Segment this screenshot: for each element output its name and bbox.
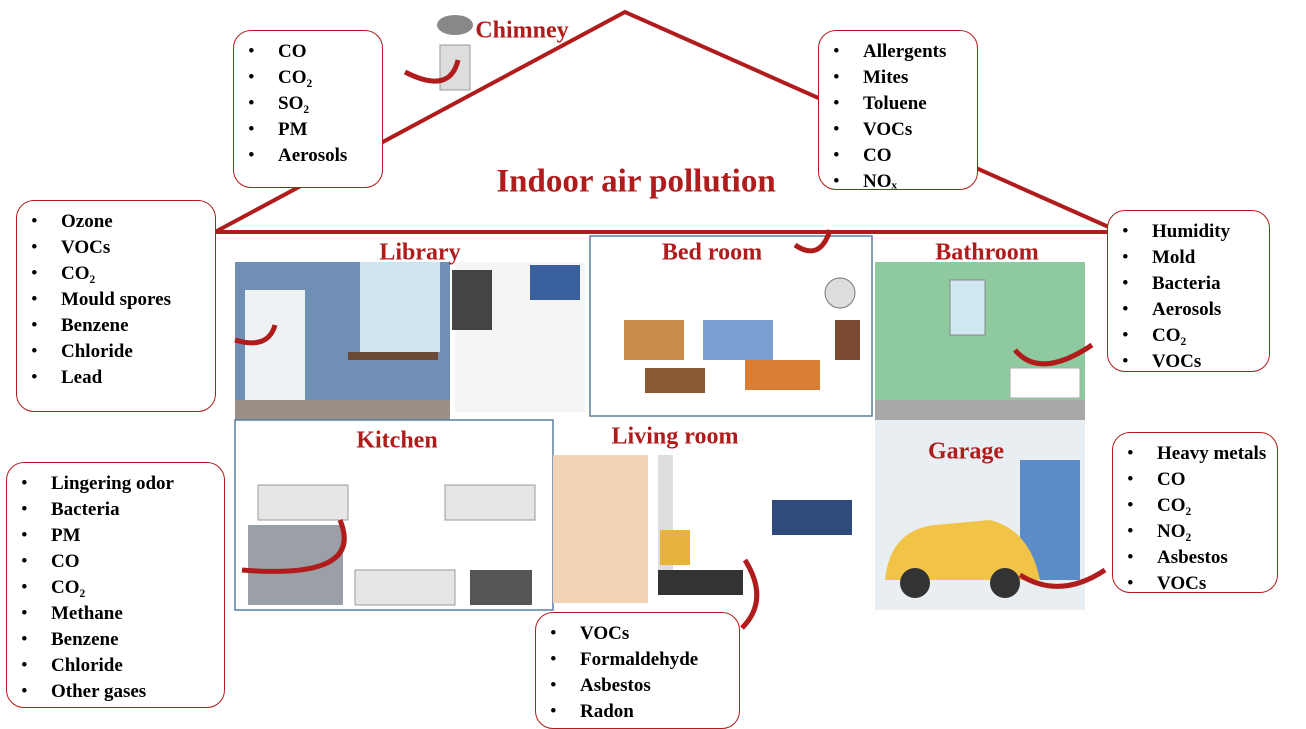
pollutant-box: Lingering odorBacteriaPMCOCO₂MethaneBenz…	[6, 462, 225, 708]
pollutant-box: Heavy metalsCOCO₂NO₂AsbestosVOCs	[1112, 432, 1278, 593]
pollutant: CO₂	[1127, 493, 1269, 519]
pollutant: Asbestos	[1127, 545, 1269, 571]
pollutant: VOCs	[833, 117, 969, 143]
sofa	[645, 368, 705, 393]
title: Indoor air pollution	[496, 164, 775, 201]
smoke	[437, 15, 473, 35]
people	[553, 455, 648, 603]
arrow	[742, 560, 757, 628]
pollutant: VOCs	[31, 235, 207, 261]
cabinet	[624, 320, 684, 360]
room-label: Garage	[928, 439, 1004, 466]
pollutant: SO₂	[248, 91, 374, 117]
pollutant: Other gases	[21, 679, 216, 705]
pollutant: Benzene	[21, 627, 216, 653]
pollutant: VOCs	[1127, 571, 1269, 597]
pollutant: Heavy metals	[1127, 441, 1269, 467]
pollutant: Lingering odor	[21, 471, 216, 497]
pollutant-box: AllergentsMitesTolueneVOCsCONOₓ	[818, 30, 978, 190]
oven	[470, 570, 532, 605]
tv-stand	[658, 570, 743, 595]
room-label: Chimney	[475, 18, 568, 45]
counter	[355, 570, 455, 605]
room-label: Living room	[612, 424, 739, 451]
pollutant: PM	[21, 523, 216, 549]
pollutant: Ozone	[31, 209, 207, 235]
armchair	[660, 530, 690, 565]
picnic-table	[745, 360, 820, 390]
pollutant: Allergents	[833, 39, 969, 65]
pollutant: CO	[248, 39, 374, 65]
pollutant-box: VOCsFormaldehydeAsbestosRadon	[535, 612, 740, 729]
room-label: Bed room	[662, 240, 762, 267]
fridge	[248, 525, 343, 605]
wheel	[990, 568, 1020, 598]
pollutant: Chloride	[21, 653, 216, 679]
pollutant: CO₂	[248, 65, 374, 91]
pollutant: PM	[248, 117, 374, 143]
bed	[703, 320, 773, 360]
pollutant: Mold	[1122, 245, 1261, 271]
pollutant: VOCs	[550, 621, 731, 647]
pollutant-box: OzoneVOCsCO₂Mould sporesBenzeneChlorideL…	[16, 200, 216, 412]
pollutant: NO₂	[1127, 519, 1269, 545]
pollutant: Aerosols	[1122, 297, 1261, 323]
pollutant: VOCs	[1122, 349, 1261, 375]
pollutant: Formaldehyde	[550, 647, 731, 673]
mirror	[825, 278, 855, 308]
pollutant: CO	[1127, 467, 1269, 493]
pollutant: CO₂	[1122, 323, 1261, 349]
pc	[452, 270, 492, 330]
pollutant: Benzene	[31, 313, 207, 339]
counter	[258, 485, 348, 520]
page: Indoor air pollution Chimney Library Bed…	[0, 0, 1306, 729]
pollutant: Asbestos	[550, 673, 731, 699]
pollutant: Chloride	[31, 339, 207, 365]
room-label: Bathroom	[935, 240, 1039, 267]
laptop	[530, 265, 580, 300]
door	[835, 320, 860, 360]
pollutant: Lead	[31, 365, 207, 391]
bath-mirror	[950, 280, 985, 335]
pollutant: CO	[21, 549, 216, 575]
pollutant: NOₓ	[833, 169, 969, 195]
pollutant: Radon	[550, 699, 731, 725]
pollutant: Bacteria	[1122, 271, 1261, 297]
pollutant: Bacteria	[21, 497, 216, 523]
pollutant-box: COCO₂SO₂PMAerosols	[233, 30, 383, 188]
pollutant: Methane	[21, 601, 216, 627]
pollutant: Mites	[833, 65, 969, 91]
pollutant-box: HumidityMoldBacteriaAerosolsCO₂VOCs	[1107, 210, 1270, 372]
wheel	[900, 568, 930, 598]
bathroom-floor	[875, 400, 1085, 420]
pollutant: CO	[833, 143, 969, 169]
pollutant: CO₂	[21, 575, 216, 601]
pollutant: Humidity	[1122, 219, 1261, 245]
pollutant: Mould spores	[31, 287, 207, 313]
sofa	[772, 500, 852, 535]
room-label: Library	[379, 240, 460, 267]
library-window	[360, 262, 440, 352]
room-label: Kitchen	[356, 428, 437, 455]
pollutant: Aerosols	[248, 143, 374, 169]
counter	[445, 485, 535, 520]
library-desk	[348, 352, 438, 360]
bathtub	[1010, 368, 1080, 398]
pollutant: Toluene	[833, 91, 969, 117]
pollutant: CO₂	[31, 261, 207, 287]
library-floor	[235, 400, 450, 420]
